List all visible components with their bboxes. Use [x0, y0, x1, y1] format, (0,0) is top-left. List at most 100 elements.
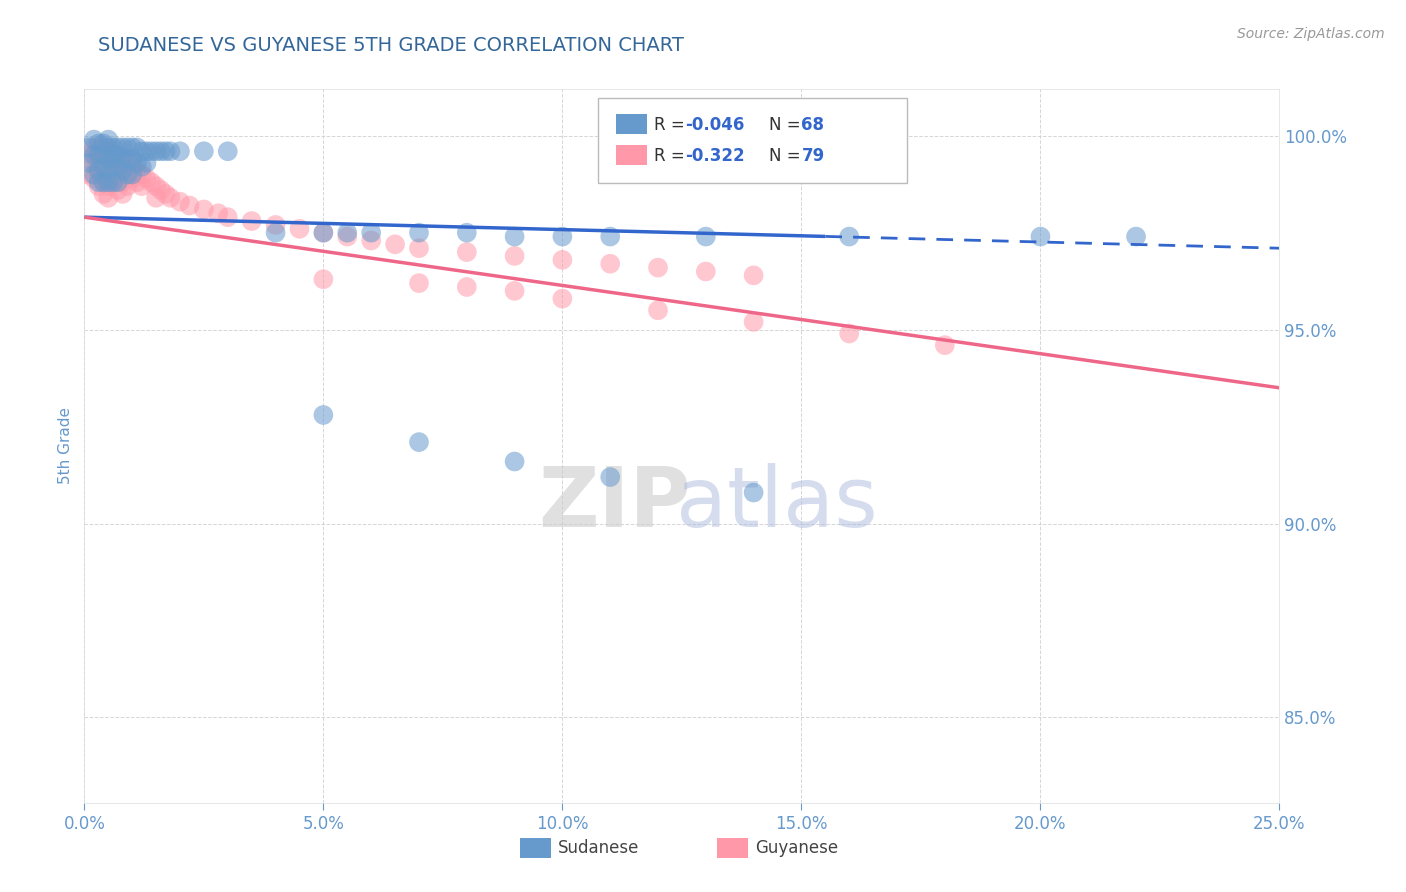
Point [135, 145, 157, 159]
Point [149, 183, 172, 197]
Text: Guyanese: Guyanese [755, 839, 838, 857]
Point [599, 229, 621, 244]
Point [97, 191, 120, 205]
Point [149, 145, 172, 159]
Text: R =: R = [654, 147, 690, 165]
Point [336, 226, 359, 240]
Point [93, 175, 115, 189]
Point [77, 168, 100, 182]
Point [111, 152, 134, 166]
Point [101, 160, 124, 174]
Point [159, 145, 181, 159]
Point [360, 226, 382, 240]
Point [125, 140, 148, 154]
Point [408, 276, 430, 290]
Text: 68: 68 [801, 116, 824, 134]
Point [117, 179, 139, 194]
Point [742, 485, 765, 500]
Point [87, 148, 110, 162]
Point [217, 210, 239, 224]
Point [93, 175, 115, 189]
Point [155, 186, 177, 201]
Point [93, 140, 115, 154]
Point [695, 229, 717, 244]
Point [97, 140, 120, 154]
Text: ZIP: ZIP [538, 463, 690, 543]
Point [117, 152, 139, 166]
Point [107, 183, 129, 197]
Point [101, 160, 124, 174]
Point [456, 280, 478, 294]
Point [107, 175, 129, 189]
Point [131, 179, 153, 194]
Text: R =: R = [654, 116, 690, 134]
Point [145, 179, 167, 194]
Point [97, 145, 120, 159]
Point [141, 145, 163, 159]
Point [145, 145, 167, 159]
Point [87, 175, 110, 189]
Point [117, 140, 139, 154]
Point [169, 194, 191, 209]
Text: -0.046: -0.046 [685, 116, 744, 134]
Point [101, 175, 124, 189]
Text: N =: N = [769, 147, 806, 165]
Text: atlas: atlas [676, 463, 877, 543]
Point [125, 175, 148, 189]
Point [83, 171, 105, 186]
Point [77, 140, 100, 154]
Point [97, 179, 120, 194]
Text: Source: ZipAtlas.com: Source: ZipAtlas.com [1237, 27, 1385, 41]
Point [87, 163, 110, 178]
Point [742, 315, 765, 329]
Point [1029, 229, 1052, 244]
Point [312, 272, 335, 286]
Y-axis label: 5th Grade: 5th Grade [58, 408, 73, 484]
Point [117, 168, 139, 182]
Point [207, 206, 229, 220]
Point [193, 145, 215, 159]
Point [111, 140, 134, 154]
Point [111, 152, 134, 166]
Text: N =: N = [769, 116, 806, 134]
Point [408, 226, 430, 240]
Point [384, 237, 406, 252]
Point [934, 338, 956, 352]
Point [599, 470, 621, 484]
Point [169, 145, 191, 159]
Point [111, 163, 134, 178]
Point [111, 163, 134, 178]
Point [456, 226, 478, 240]
Point [551, 252, 574, 267]
Point [111, 175, 134, 189]
Point [101, 148, 124, 162]
Text: -0.322: -0.322 [685, 147, 744, 165]
Point [93, 160, 115, 174]
Point [121, 160, 143, 174]
Point [93, 152, 115, 166]
Point [97, 175, 120, 189]
Point [264, 226, 287, 240]
Point [312, 226, 335, 240]
Point [83, 133, 105, 147]
Point [101, 148, 124, 162]
Text: 79: 79 [801, 147, 825, 165]
Point [93, 163, 115, 178]
Point [838, 229, 860, 244]
Point [503, 249, 526, 263]
Point [1125, 229, 1147, 244]
Point [240, 214, 263, 228]
Point [121, 152, 143, 166]
Point [336, 229, 359, 244]
Point [117, 168, 139, 182]
Point [456, 245, 478, 260]
Point [131, 145, 153, 159]
Point [83, 148, 105, 162]
Point [83, 156, 105, 170]
Point [503, 229, 526, 244]
Point [111, 186, 134, 201]
Point [179, 198, 201, 212]
Point [107, 148, 129, 162]
Point [135, 156, 157, 170]
Point [107, 160, 129, 174]
